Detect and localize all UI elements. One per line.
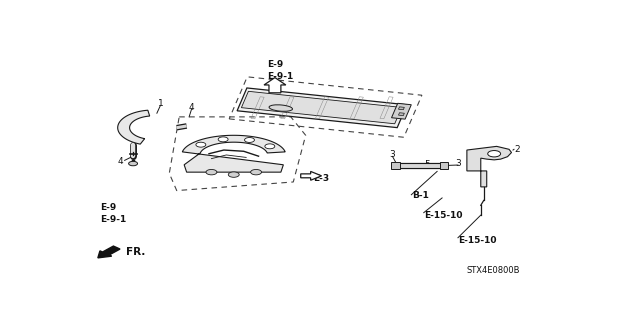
Polygon shape <box>399 107 404 110</box>
Text: E-9: E-9 <box>268 60 284 69</box>
Polygon shape <box>182 135 285 172</box>
Text: 5: 5 <box>424 160 430 169</box>
Circle shape <box>265 144 275 149</box>
Polygon shape <box>118 110 150 144</box>
Text: E-9-1: E-9-1 <box>268 72 294 81</box>
Circle shape <box>218 137 228 142</box>
Circle shape <box>228 172 239 177</box>
Polygon shape <box>399 113 404 115</box>
Polygon shape <box>264 78 286 93</box>
Text: E-15-10: E-15-10 <box>424 211 462 220</box>
Text: E-9: E-9 <box>100 203 116 212</box>
Text: E-9-1: E-9-1 <box>100 215 126 224</box>
Text: 1: 1 <box>157 99 163 108</box>
FancyArrow shape <box>98 246 120 258</box>
Text: B-1: B-1 <box>412 191 429 200</box>
Circle shape <box>251 169 262 175</box>
Ellipse shape <box>269 105 292 111</box>
Polygon shape <box>440 162 448 169</box>
Text: FR.: FR. <box>126 247 145 257</box>
Text: E-3: E-3 <box>313 174 329 183</box>
Circle shape <box>196 142 206 147</box>
Text: 4: 4 <box>189 102 195 112</box>
Polygon shape <box>241 91 402 124</box>
Text: 2: 2 <box>514 145 520 154</box>
Circle shape <box>244 137 255 142</box>
Text: STX4E0800B: STX4E0800B <box>467 266 520 275</box>
Circle shape <box>129 161 138 166</box>
Polygon shape <box>467 146 511 187</box>
Polygon shape <box>392 103 412 119</box>
Polygon shape <box>301 171 321 180</box>
Text: 3: 3 <box>455 159 461 168</box>
Polygon shape <box>392 162 400 169</box>
Text: 4: 4 <box>118 157 124 166</box>
Circle shape <box>206 169 217 175</box>
Text: E-15-10: E-15-10 <box>458 236 497 245</box>
Text: 3: 3 <box>390 151 396 160</box>
Polygon shape <box>237 88 407 128</box>
Circle shape <box>488 151 500 157</box>
